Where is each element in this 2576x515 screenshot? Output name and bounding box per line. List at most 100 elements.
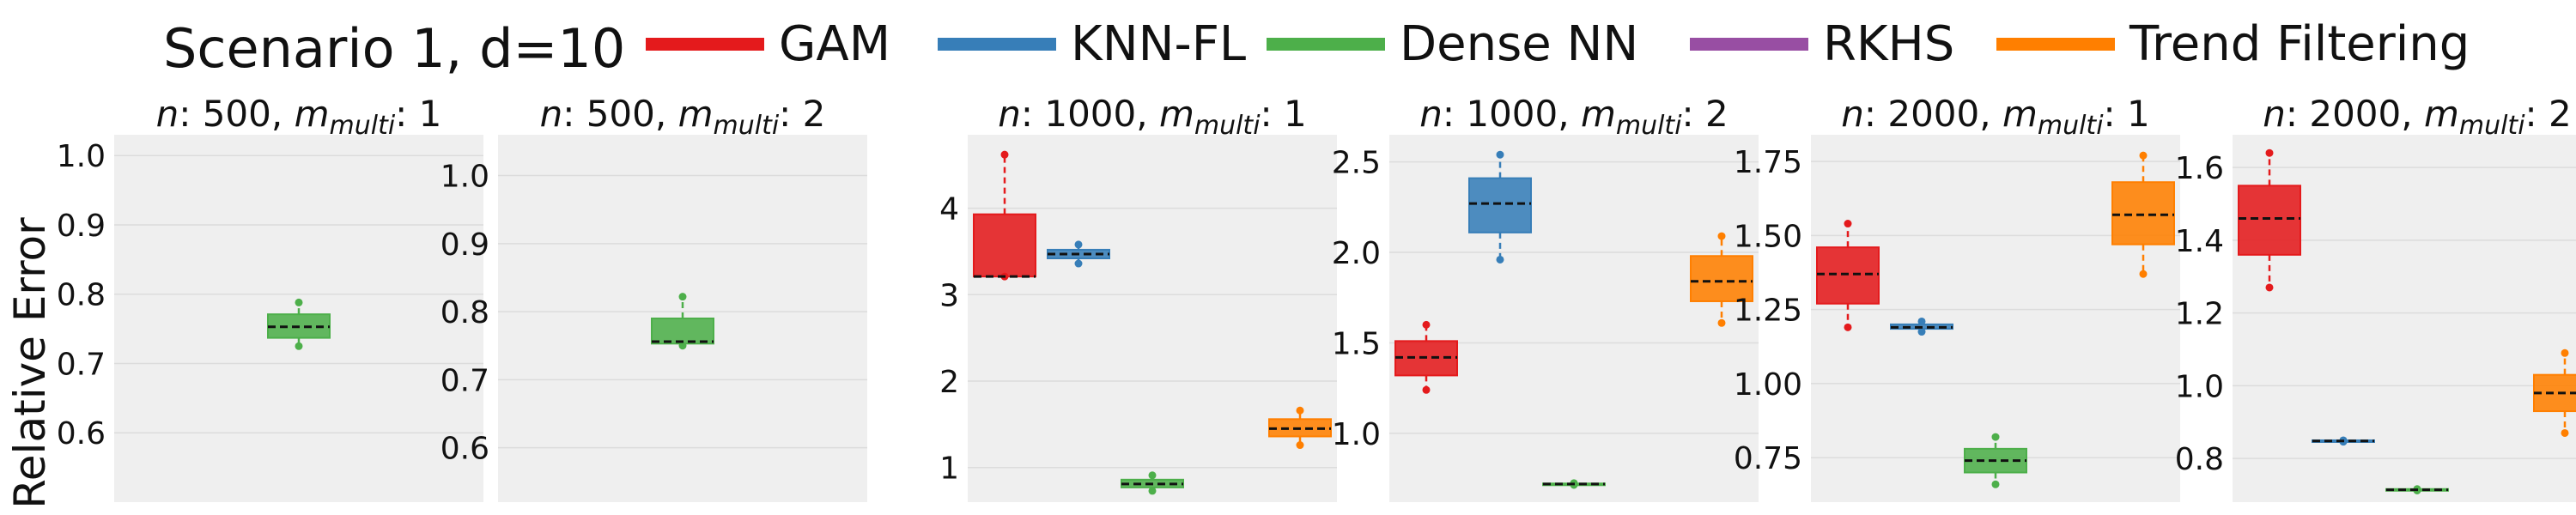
y-axis-label: Relative Error [5, 217, 55, 509]
y-tick-label: 1.75 [1734, 145, 1802, 180]
box-iqr [1468, 177, 1532, 233]
whisker-cap-high [2561, 348, 2569, 357]
y-tick-label: 0.8 [57, 278, 106, 313]
y-tick-label: 1.0 [2175, 369, 2224, 404]
whisker-cap-high [1422, 320, 1431, 329]
panel-title: n: 500, mmulti: 1 [156, 93, 442, 141]
box-trend-filtering [1690, 232, 1753, 327]
panel-2: 0.6 0.7 0.8 0.9 1.0 n: 500, mmulti: 2 [440, 93, 867, 502]
figure-title: Scenario 1, d=10 [163, 17, 625, 80]
box-iqr [651, 318, 714, 345]
box-knn-fl [1047, 240, 1110, 268]
legend-swatch [1996, 38, 2115, 51]
box-iqr [1690, 255, 1753, 302]
panel-title: n: 2000, mmulti: 1 [1841, 93, 2150, 141]
y-tick-label: 1.0 [440, 160, 489, 195]
y-tick-label: 1.25 [1734, 294, 1802, 329]
panel-6: 0.8 1.0 1.2 1.4 1.6 n: 2000, mmulti: 2 [2175, 93, 2576, 502]
legend-item-dense-nn: Dense NN [1267, 16, 1638, 72]
box-knn-fl [2312, 436, 2375, 446]
box-iqr [2238, 185, 2301, 256]
legend-item-rkhs: RKHS [1690, 16, 1954, 72]
legend-item-knn-fl: KNN-FL [938, 16, 1246, 72]
whisker-cap-high [2139, 151, 2148, 160]
panel-title: n: 1000, mmulti: 2 [1419, 93, 1728, 141]
whisker-cap-high [1717, 232, 1726, 240]
panel-title: n: 500, mmulti: 2 [540, 93, 826, 141]
whisker-cap-low [2265, 283, 2274, 292]
y-tick-label: 0.7 [440, 363, 489, 398]
box-knn-fl [1468, 150, 1532, 264]
whisker-cap-low [1296, 441, 1304, 450]
y-tick-label: 0.9 [440, 227, 489, 263]
box-iqr [973, 213, 1036, 278]
box-dense-nn [1964, 433, 2027, 488]
legend-label: RKHS [1823, 16, 1954, 72]
y-tick-label: 1.0 [1332, 417, 1381, 452]
legend: GAM KNN-FL Dense NN RKHS Trend Filtering [646, 16, 2470, 72]
whisker-cap-high [1844, 220, 1852, 228]
y-tick-label: 2.0 [1332, 236, 1381, 271]
whisker-cap-low [2561, 428, 2569, 437]
legend-item-trend-filtering: Trend Filtering [1996, 16, 2470, 72]
whisker-cap-low [1422, 385, 1431, 394]
panel-title: n: 1000, mmulti: 1 [998, 93, 1307, 141]
y-tick-label: 0.6 [440, 432, 489, 467]
legend-label: Trend Filtering [2129, 16, 2470, 72]
legend-swatch [1690, 38, 1808, 51]
whisker-cap-high [678, 293, 687, 301]
box-trend-filtering [2111, 151, 2175, 278]
y-tick-label: 1.4 [2175, 224, 2224, 259]
whisker-cap-low [2139, 270, 2148, 278]
box-iqr [1816, 246, 1880, 305]
plot-area [1389, 135, 1759, 502]
y-tick-label: 4 [939, 192, 959, 227]
whisker-cap-high [1000, 150, 1009, 159]
panel-1: 0.6 0.7 0.8 0.9 1.0 n: 500, mmulti: 1 [57, 93, 483, 502]
whisker-cap-low [1991, 480, 2000, 488]
legend-label: KNN-FL [1071, 16, 1246, 72]
whisker-cap-low [1074, 259, 1083, 268]
y-tick-label: 0.7 [57, 347, 106, 382]
whisker-cap-low [1148, 487, 1157, 495]
legend-item-gam: GAM [646, 16, 890, 72]
plot-area [968, 135, 1337, 502]
box-dense-nn [651, 293, 714, 350]
box-trend-filtering [2533, 348, 2576, 437]
y-tick-label: 1.00 [1734, 367, 1802, 403]
y-tick-label: 2.5 [1332, 146, 1381, 181]
box-dense-nn [1542, 479, 1606, 489]
y-tick-label: 0.75 [1734, 441, 1802, 476]
whisker-cap-high [1991, 433, 2000, 441]
box-dense-nn [1121, 471, 1184, 495]
whisker-cap-high [1074, 240, 1083, 249]
box-trend-filtering [1268, 406, 1332, 450]
whisker-cap-low [1717, 318, 1726, 327]
y-tick-label: 1.6 [2175, 151, 2224, 186]
legend-swatch [1267, 38, 1385, 51]
whisker-cap-low [295, 342, 303, 350]
y-tick-label: 0.6 [57, 416, 106, 451]
whisker-cap-low [1496, 255, 1504, 264]
panel-4: 1.0 1.5 2.0 2.5 n: 1000, mmulti: 2 [1332, 93, 1759, 502]
whisker-cap-high [1148, 471, 1157, 480]
legend-swatch [938, 38, 1056, 51]
whisker-cap-high [2265, 148, 2274, 157]
y-tick-label: 2 [939, 365, 959, 400]
box-dense-nn [2385, 485, 2449, 494]
y-tick-label: 1.50 [1734, 219, 1802, 254]
whisker-cap-high [1917, 317, 1926, 325]
box-dense-nn [267, 298, 331, 350]
y-tick-label: 0.8 [440, 295, 489, 330]
legend-swatch [646, 38, 764, 51]
box-knn-fl [1890, 317, 1953, 336]
panel-3: 1 2 3 4 n: 1000, mmulti: 1 [939, 93, 1337, 502]
box-gam [2238, 148, 2301, 292]
box-gam [1394, 320, 1458, 394]
y-tick-label: 1.2 [2175, 297, 2224, 332]
legend-label: Dense NN [1400, 16, 1638, 72]
y-tick-label: 1.5 [1332, 326, 1381, 361]
y-tick-label: 0.9 [57, 209, 106, 244]
whisker-cap-high [1496, 150, 1504, 159]
